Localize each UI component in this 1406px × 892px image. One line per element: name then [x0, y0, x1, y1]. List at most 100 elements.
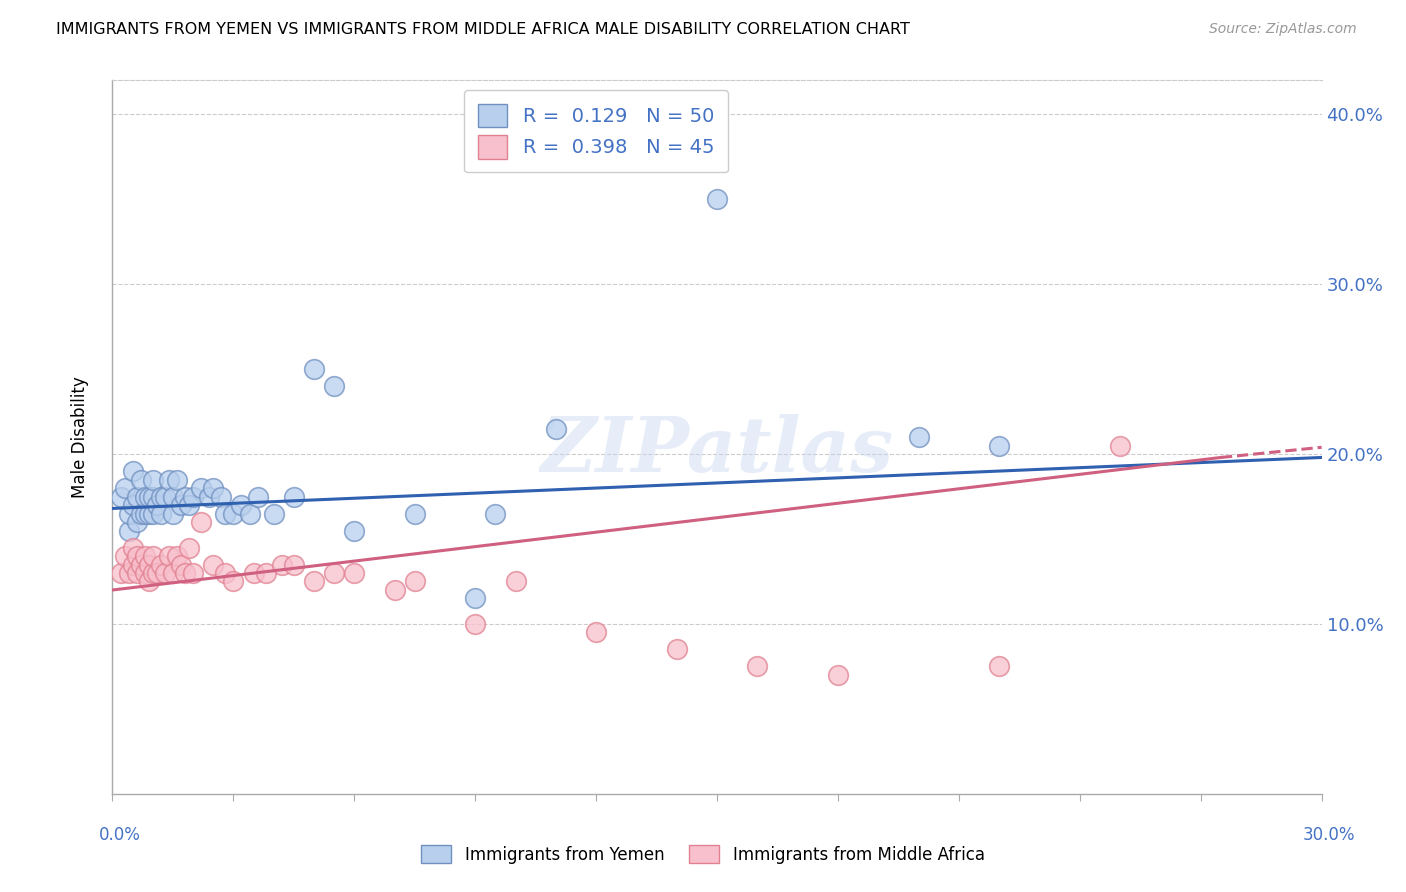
Point — [190, 481, 212, 495]
Point — [214, 507, 236, 521]
Point — [142, 473, 165, 487]
Point — [827, 668, 849, 682]
Point — [302, 362, 325, 376]
Point — [134, 507, 156, 521]
Point — [162, 490, 184, 504]
Point — [142, 490, 165, 504]
Point — [263, 507, 285, 521]
Point — [125, 515, 148, 529]
Legend: Immigrants from Yemen, Immigrants from Middle Africa: Immigrants from Yemen, Immigrants from M… — [415, 838, 991, 871]
Point — [162, 507, 184, 521]
Point — [254, 566, 277, 580]
Point — [166, 473, 188, 487]
Point — [114, 481, 136, 495]
Point — [138, 507, 160, 521]
Point — [1109, 439, 1132, 453]
Point — [177, 498, 200, 512]
Point — [343, 566, 366, 580]
Point — [283, 490, 305, 504]
Point — [110, 490, 132, 504]
Point — [121, 498, 143, 512]
Point — [404, 574, 426, 589]
Legend: R =  0.129   N = 50, R =  0.398   N = 45: R = 0.129 N = 50, R = 0.398 N = 45 — [464, 90, 728, 172]
Point — [202, 481, 225, 495]
Point — [464, 617, 486, 632]
Point — [505, 574, 527, 589]
Point — [153, 490, 176, 504]
Point — [149, 558, 172, 572]
Point — [110, 566, 132, 580]
Point — [146, 498, 169, 512]
Point — [283, 558, 305, 572]
Point — [177, 541, 200, 555]
Point — [125, 549, 148, 563]
Point — [142, 566, 165, 580]
Point — [214, 566, 236, 580]
Point — [162, 566, 184, 580]
Point — [157, 549, 180, 563]
Point — [242, 566, 264, 580]
Point — [270, 558, 292, 572]
Point — [988, 659, 1011, 673]
Point — [117, 566, 139, 580]
Point — [464, 591, 486, 606]
Point — [209, 490, 232, 504]
Point — [138, 574, 160, 589]
Point — [202, 558, 225, 572]
Point — [166, 549, 188, 563]
Point — [323, 379, 346, 393]
Point — [149, 507, 172, 521]
Text: IMMIGRANTS FROM YEMEN VS IMMIGRANTS FROM MIDDLE AFRICA MALE DISABILITY CORRELATI: IMMIGRANTS FROM YEMEN VS IMMIGRANTS FROM… — [56, 22, 910, 37]
Point — [129, 473, 152, 487]
Point — [121, 541, 143, 555]
Point — [174, 566, 197, 580]
Point — [404, 507, 426, 521]
Point — [302, 574, 325, 589]
Point — [174, 490, 197, 504]
Text: 30.0%: 30.0% — [1302, 826, 1355, 844]
Point — [222, 574, 245, 589]
Point — [246, 490, 269, 504]
Point — [134, 549, 156, 563]
Point — [134, 566, 156, 580]
Text: ZIPatlas: ZIPatlas — [540, 415, 894, 488]
Point — [138, 490, 160, 504]
Point — [121, 464, 143, 478]
Point — [142, 549, 165, 563]
Point — [170, 498, 193, 512]
Point — [544, 421, 567, 435]
Point — [190, 515, 212, 529]
Point — [181, 566, 204, 580]
Point — [665, 642, 688, 657]
Point — [231, 498, 253, 512]
Point — [114, 549, 136, 563]
Point — [222, 507, 245, 521]
Point — [149, 490, 172, 504]
Point — [323, 566, 346, 580]
Point — [343, 524, 366, 538]
Point — [117, 524, 139, 538]
Point — [117, 507, 139, 521]
Point — [988, 439, 1011, 453]
Point — [125, 490, 148, 504]
Point — [125, 566, 148, 580]
Point — [142, 507, 165, 521]
Point — [181, 490, 204, 504]
Point — [585, 625, 607, 640]
Point — [706, 192, 728, 206]
Text: Source: ZipAtlas.com: Source: ZipAtlas.com — [1209, 22, 1357, 37]
Point — [238, 507, 260, 521]
Point — [138, 558, 160, 572]
Y-axis label: Male Disability: Male Disability — [70, 376, 89, 498]
Point — [129, 507, 152, 521]
Point — [384, 582, 406, 597]
Text: 0.0%: 0.0% — [98, 826, 141, 844]
Point — [198, 490, 221, 504]
Point — [121, 558, 143, 572]
Point — [134, 490, 156, 504]
Point — [153, 566, 176, 580]
Point — [170, 558, 193, 572]
Point — [484, 507, 506, 521]
Point — [907, 430, 929, 444]
Point — [129, 558, 152, 572]
